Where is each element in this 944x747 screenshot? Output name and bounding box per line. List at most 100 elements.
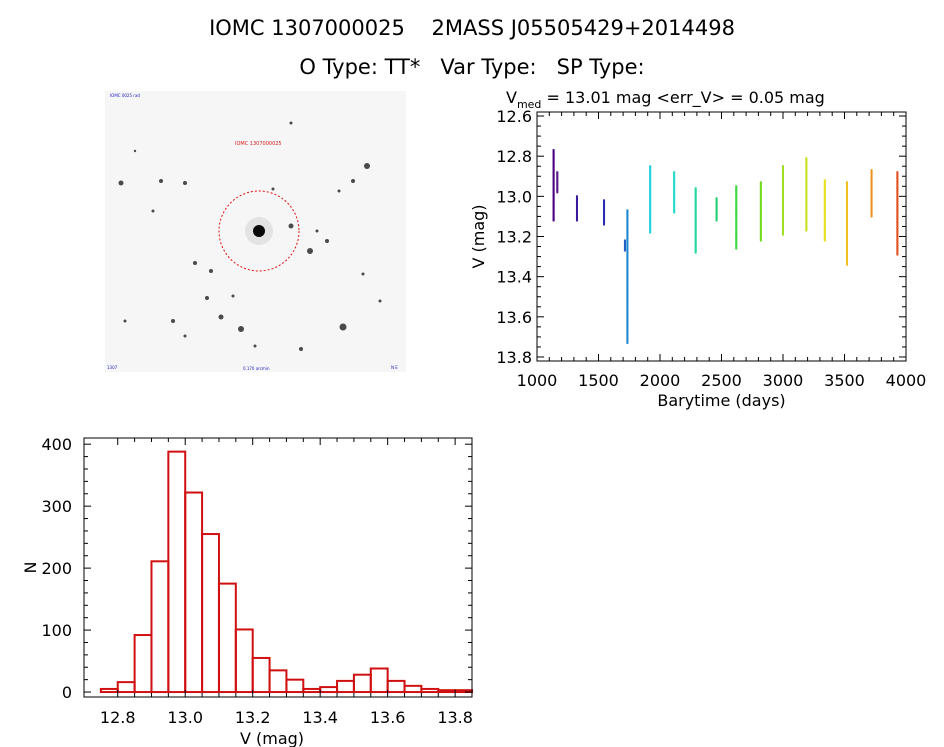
light-curve-point [694, 241, 697, 244]
histogram-ticks: 12.8 13.0 13.2 13.4 13.6 13.8 0 100 200 300 400 [41, 435, 472, 727]
light-curve-point [673, 202, 676, 205]
light-curve-point [649, 198, 652, 201]
light-curve-point [626, 302, 629, 305]
light-curve-point [552, 219, 555, 222]
light-curve-point [759, 214, 762, 217]
light-curve-point [823, 219, 826, 222]
light-curve-point [626, 253, 629, 256]
light-curve-point [805, 219, 808, 222]
light-curve-point [603, 215, 606, 218]
light-curve-point [626, 340, 629, 343]
light-curve-point [556, 175, 559, 178]
histogram-y-tick-label: 300 [41, 497, 72, 516]
light-curve-point [626, 280, 629, 283]
light-curve-point [759, 194, 762, 197]
light-curve-point [626, 300, 629, 303]
light-curve-point [896, 208, 899, 211]
light-curve-point [575, 195, 578, 198]
light-curve-point [735, 235, 738, 238]
light-curve-point [759, 223, 762, 226]
light-curve-point [649, 229, 652, 232]
light-curve-point [870, 202, 873, 205]
fc-label-bottom-center: 0.170 arcmin [243, 366, 270, 371]
light-curve-point [626, 215, 629, 218]
light-curve-point [626, 258, 629, 261]
light-curve-point [805, 224, 808, 227]
light-curve-point [782, 175, 784, 178]
light-curve-point [735, 212, 738, 215]
light-curve-point [735, 185, 738, 188]
light-curve-point [759, 197, 762, 200]
light-curve-point [870, 197, 873, 200]
light-curve-point [823, 228, 826, 231]
histogram-bar [336, 679, 355, 694]
histogram-bar [133, 634, 153, 694]
light-curve-x-tick-label: 2500 [701, 371, 742, 390]
light-curve-point [735, 218, 738, 221]
light-curve-point [649, 185, 652, 188]
light-curve-point [896, 211, 899, 214]
light-curve-point [626, 322, 629, 325]
light-curve-point [552, 149, 555, 152]
light-curve-point [735, 227, 738, 230]
light-curve-point [845, 216, 848, 219]
light-curve-point [870, 183, 873, 186]
light-curve-point [715, 212, 718, 215]
light-curve-point [845, 252, 848, 255]
light-curve-point [823, 180, 826, 183]
light-curve-point [782, 186, 784, 189]
light-curve-point [735, 223, 738, 226]
histogram-bar [386, 679, 406, 694]
light-curve-x-tick-label: 1000 [517, 371, 558, 390]
light-curve-point [782, 222, 784, 225]
light-curve-point [782, 178, 784, 181]
light-curve-point [552, 170, 555, 173]
field-star [183, 181, 187, 185]
light-curve-point [823, 206, 826, 209]
light-curve-point [694, 217, 697, 220]
light-curve-point [845, 189, 848, 192]
light-curve-point [759, 227, 762, 230]
light-curve-point [575, 206, 578, 209]
light-curve-point [715, 216, 718, 219]
light-curve-point [823, 184, 826, 187]
light-curve-point [782, 207, 784, 210]
light-curve-point [782, 181, 784, 184]
histogram-bar [150, 560, 170, 694]
light-curve-point [805, 199, 808, 202]
light-curve-point [896, 240, 899, 243]
light-curve-point [649, 231, 652, 234]
light-curve-point [715, 214, 718, 217]
light-curve-point [870, 199, 873, 202]
light-curve-point [845, 262, 848, 265]
light-curve-point [626, 311, 629, 314]
light-curve-point [623, 243, 626, 246]
histogram-x-tick-label: 13.2 [235, 708, 271, 727]
light-curve-point [552, 163, 555, 166]
light-curve-point [694, 205, 697, 208]
light-curve-point [896, 179, 899, 182]
light-curve-point [603, 216, 606, 219]
light-curve-point [896, 203, 899, 206]
light-curve-point [845, 253, 848, 256]
light-curve-point [759, 209, 762, 212]
light-curve-point [735, 210, 738, 213]
light-curve-point [823, 214, 826, 217]
light-curve-point [694, 249, 697, 252]
light-curve-point [759, 206, 762, 209]
light-curve-point [556, 180, 559, 183]
light-curve-point [626, 259, 629, 262]
light-curve-point [805, 174, 808, 177]
light-curve-point [870, 176, 873, 179]
light-curve-point [552, 156, 555, 159]
light-curve-point [715, 215, 718, 218]
histogram-axes-frame [83, 437, 473, 698]
light-curve-point [626, 216, 629, 219]
light-curve-point [823, 192, 826, 195]
target-aperture-circle [218, 190, 300, 272]
light-curve-point [823, 229, 826, 232]
light-curve-y-tick-label: 13.4 [496, 268, 532, 287]
light-curve-point [694, 230, 697, 233]
light-curve-point [782, 191, 784, 194]
light-curve-point [805, 229, 808, 232]
